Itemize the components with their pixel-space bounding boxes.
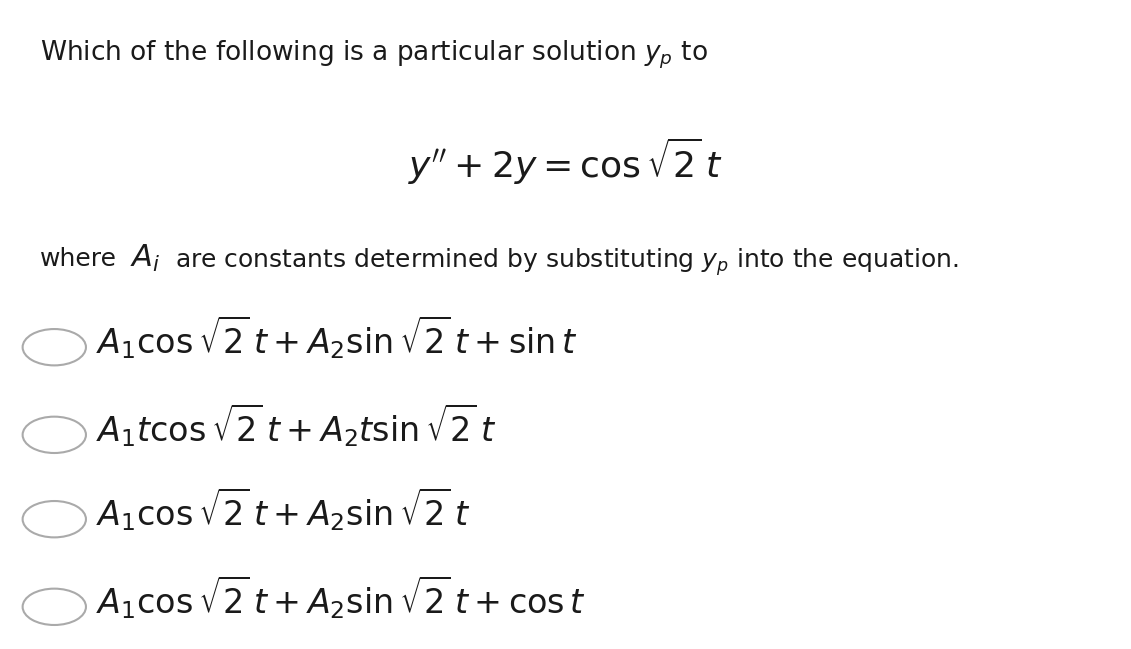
Text: $A_1 \cos \sqrt{2}\,t + A_2 \sin \sqrt{2}\,t + \sin t$: $A_1 \cos \sqrt{2}\,t + A_2 \sin \sqrt{2… [96, 313, 578, 361]
Text: $y'' + 2y = \cos \sqrt{2}\,t$: $y'' + 2y = \cos \sqrt{2}\,t$ [408, 136, 723, 188]
Text: Which of the following is a particular solution $y_p$ to: Which of the following is a particular s… [40, 39, 708, 71]
Text: $A_1 \cos \sqrt{2}\,t + A_2 \sin \sqrt{2}\,t + \cos t$: $A_1 \cos \sqrt{2}\,t + A_2 \sin \sqrt{2… [96, 573, 586, 621]
Text: $\mathit{A}_i$: $\mathit{A}_i$ [130, 243, 161, 275]
Text: where: where [40, 247, 116, 271]
Text: are constants determined by substituting $y_p$ into the equation.: are constants determined by substituting… [175, 247, 959, 278]
Text: $A_1 t \cos \sqrt{2}\,t + A_2 t \sin \sqrt{2}\,t$: $A_1 t \cos \sqrt{2}\,t + A_2 t \sin \sq… [96, 401, 497, 449]
Text: $A_1 \cos \sqrt{2}\,t + A_2 \sin \sqrt{2}\,t$: $A_1 \cos \sqrt{2}\,t + A_2 \sin \sqrt{2… [96, 485, 470, 533]
